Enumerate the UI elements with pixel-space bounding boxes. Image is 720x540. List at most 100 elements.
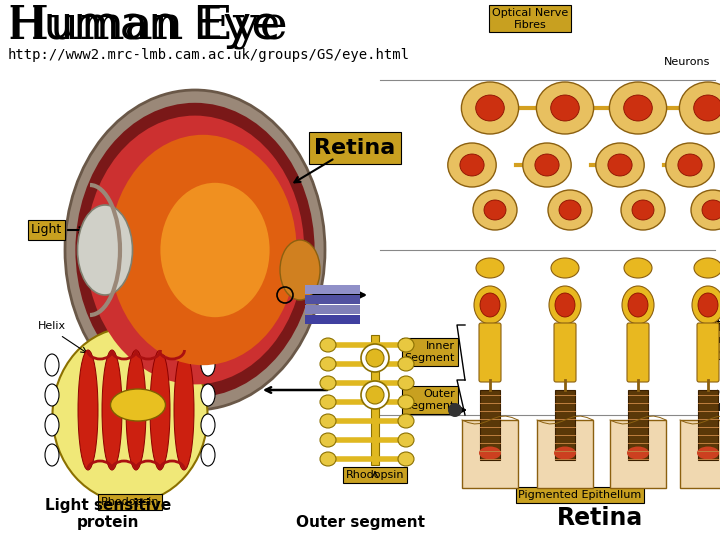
Ellipse shape — [609, 82, 667, 134]
Text: Human Eye: Human Eye — [8, 4, 287, 49]
FancyBboxPatch shape — [697, 323, 719, 382]
Ellipse shape — [484, 200, 506, 220]
Ellipse shape — [398, 357, 414, 371]
Ellipse shape — [45, 384, 59, 406]
Text: Helix: Helix — [38, 321, 66, 331]
Ellipse shape — [474, 286, 506, 324]
Ellipse shape — [320, 376, 336, 390]
Ellipse shape — [150, 350, 170, 470]
Text: Light sensitive
protein: Light sensitive protein — [45, 497, 171, 530]
FancyBboxPatch shape — [680, 420, 720, 488]
FancyBboxPatch shape — [698, 390, 718, 460]
FancyBboxPatch shape — [305, 305, 360, 314]
Circle shape — [361, 344, 389, 372]
Text: Optical Nerve
Fibres: Optical Nerve Fibres — [492, 8, 568, 30]
Ellipse shape — [76, 103, 315, 397]
Ellipse shape — [462, 82, 518, 134]
Text: Pigmented Epithellum: Pigmented Epithellum — [518, 490, 642, 500]
Ellipse shape — [476, 95, 504, 121]
Ellipse shape — [680, 82, 720, 134]
FancyBboxPatch shape — [628, 390, 648, 460]
Ellipse shape — [549, 286, 581, 324]
FancyBboxPatch shape — [479, 323, 501, 382]
Ellipse shape — [109, 135, 297, 365]
Ellipse shape — [666, 143, 714, 187]
Ellipse shape — [551, 95, 580, 121]
Ellipse shape — [536, 82, 593, 134]
Text: http://www2.mrc-lmb.cam.ac.uk/groups/GS/eye.html: http://www2.mrc-lmb.cam.ac.uk/groups/GS/… — [8, 48, 410, 62]
Text: Retina: Retina — [557, 506, 643, 530]
Ellipse shape — [628, 293, 648, 317]
Ellipse shape — [559, 200, 581, 220]
Ellipse shape — [161, 183, 269, 317]
Ellipse shape — [678, 154, 702, 176]
Ellipse shape — [174, 350, 194, 470]
Ellipse shape — [479, 447, 501, 460]
Circle shape — [366, 349, 384, 367]
Text: Light: Light — [31, 224, 62, 237]
Ellipse shape — [622, 286, 654, 324]
Ellipse shape — [53, 327, 207, 503]
Ellipse shape — [535, 154, 559, 176]
Ellipse shape — [608, 154, 632, 176]
Ellipse shape — [693, 95, 720, 121]
FancyBboxPatch shape — [555, 390, 575, 460]
Ellipse shape — [694, 258, 720, 278]
Text: Outer segment: Outer segment — [295, 515, 425, 530]
FancyBboxPatch shape — [305, 295, 360, 304]
Ellipse shape — [201, 384, 215, 406]
Text: Rhodopsin: Rhodopsin — [346, 470, 404, 480]
Ellipse shape — [702, 200, 720, 220]
Ellipse shape — [320, 433, 336, 447]
FancyBboxPatch shape — [371, 335, 379, 465]
Ellipse shape — [624, 258, 652, 278]
Ellipse shape — [78, 350, 98, 470]
Text: Retina: Retina — [315, 138, 395, 158]
Ellipse shape — [398, 452, 414, 466]
FancyBboxPatch shape — [305, 315, 360, 324]
Ellipse shape — [697, 447, 719, 460]
Ellipse shape — [86, 116, 305, 384]
Ellipse shape — [554, 447, 576, 460]
Ellipse shape — [632, 200, 654, 220]
Ellipse shape — [78, 205, 132, 295]
Text: Inner
Segment: Inner Segment — [405, 341, 455, 363]
Ellipse shape — [320, 357, 336, 371]
Ellipse shape — [201, 354, 215, 376]
Ellipse shape — [596, 143, 644, 187]
FancyBboxPatch shape — [305, 285, 360, 294]
Text: Lens: Lens — [102, 235, 128, 245]
Ellipse shape — [102, 350, 122, 470]
Ellipse shape — [320, 414, 336, 428]
FancyBboxPatch shape — [627, 323, 649, 382]
Ellipse shape — [460, 154, 484, 176]
Text: Photo-
receptor
cell: Photo- receptor cell — [718, 323, 720, 356]
Ellipse shape — [555, 293, 575, 317]
FancyBboxPatch shape — [610, 420, 666, 488]
Ellipse shape — [621, 190, 665, 230]
Ellipse shape — [691, 190, 720, 230]
Text: Neurons: Neurons — [664, 57, 710, 67]
Ellipse shape — [45, 444, 59, 466]
Ellipse shape — [551, 258, 579, 278]
Ellipse shape — [476, 258, 504, 278]
Ellipse shape — [201, 414, 215, 436]
Ellipse shape — [473, 190, 517, 230]
Ellipse shape — [65, 90, 325, 410]
Ellipse shape — [398, 414, 414, 428]
Ellipse shape — [448, 143, 496, 187]
Text: Rhodopsin: Rhodopsin — [101, 497, 159, 507]
Ellipse shape — [280, 240, 320, 300]
Ellipse shape — [624, 95, 652, 121]
FancyBboxPatch shape — [537, 420, 593, 488]
Circle shape — [361, 381, 389, 409]
Text: Human Eye: Human Eye — [8, 4, 280, 49]
Circle shape — [448, 403, 462, 417]
Ellipse shape — [523, 143, 571, 187]
Ellipse shape — [201, 444, 215, 466]
Ellipse shape — [126, 350, 146, 470]
Ellipse shape — [548, 190, 592, 230]
Circle shape — [366, 386, 384, 404]
Text: Cone: Cone — [718, 388, 720, 398]
Ellipse shape — [627, 447, 649, 460]
